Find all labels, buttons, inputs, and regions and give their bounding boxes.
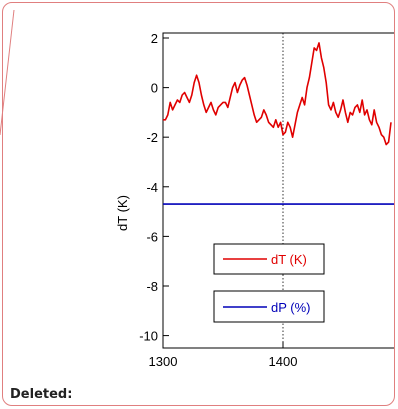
chart: 20-2-4-6-8-10 1300140015 dT (K) dT (K) d… (115, 31, 394, 369)
y-axis-label: dT (K) (115, 195, 130, 231)
y-tick-label: -6 (146, 229, 158, 244)
series-dt-line (163, 42, 392, 146)
y-tick-label: 0 (151, 81, 158, 96)
x-tick-label: 1300 (149, 354, 178, 369)
y-tick-label: -8 (146, 279, 158, 294)
deleted-label: Deleted: (10, 387, 73, 402)
comment-balloon[interactable]: 20-2-4-6-8-10 1300140015 dT (K) dT (K) d… (2, 2, 395, 406)
y-tick-label: -2 (146, 130, 158, 145)
legend-dp: dP (%) (213, 290, 325, 323)
y-tick-label: -4 (146, 180, 158, 195)
x-tick-label: 1400 (269, 354, 298, 369)
y-tick-label: 2 (151, 31, 158, 46)
legend-dt-label: dT (K) (271, 252, 307, 267)
y-tick-label: -10 (139, 329, 158, 344)
legend-dt: dT (K) (213, 243, 325, 275)
legend-dp-label: dP (%) (271, 300, 311, 315)
